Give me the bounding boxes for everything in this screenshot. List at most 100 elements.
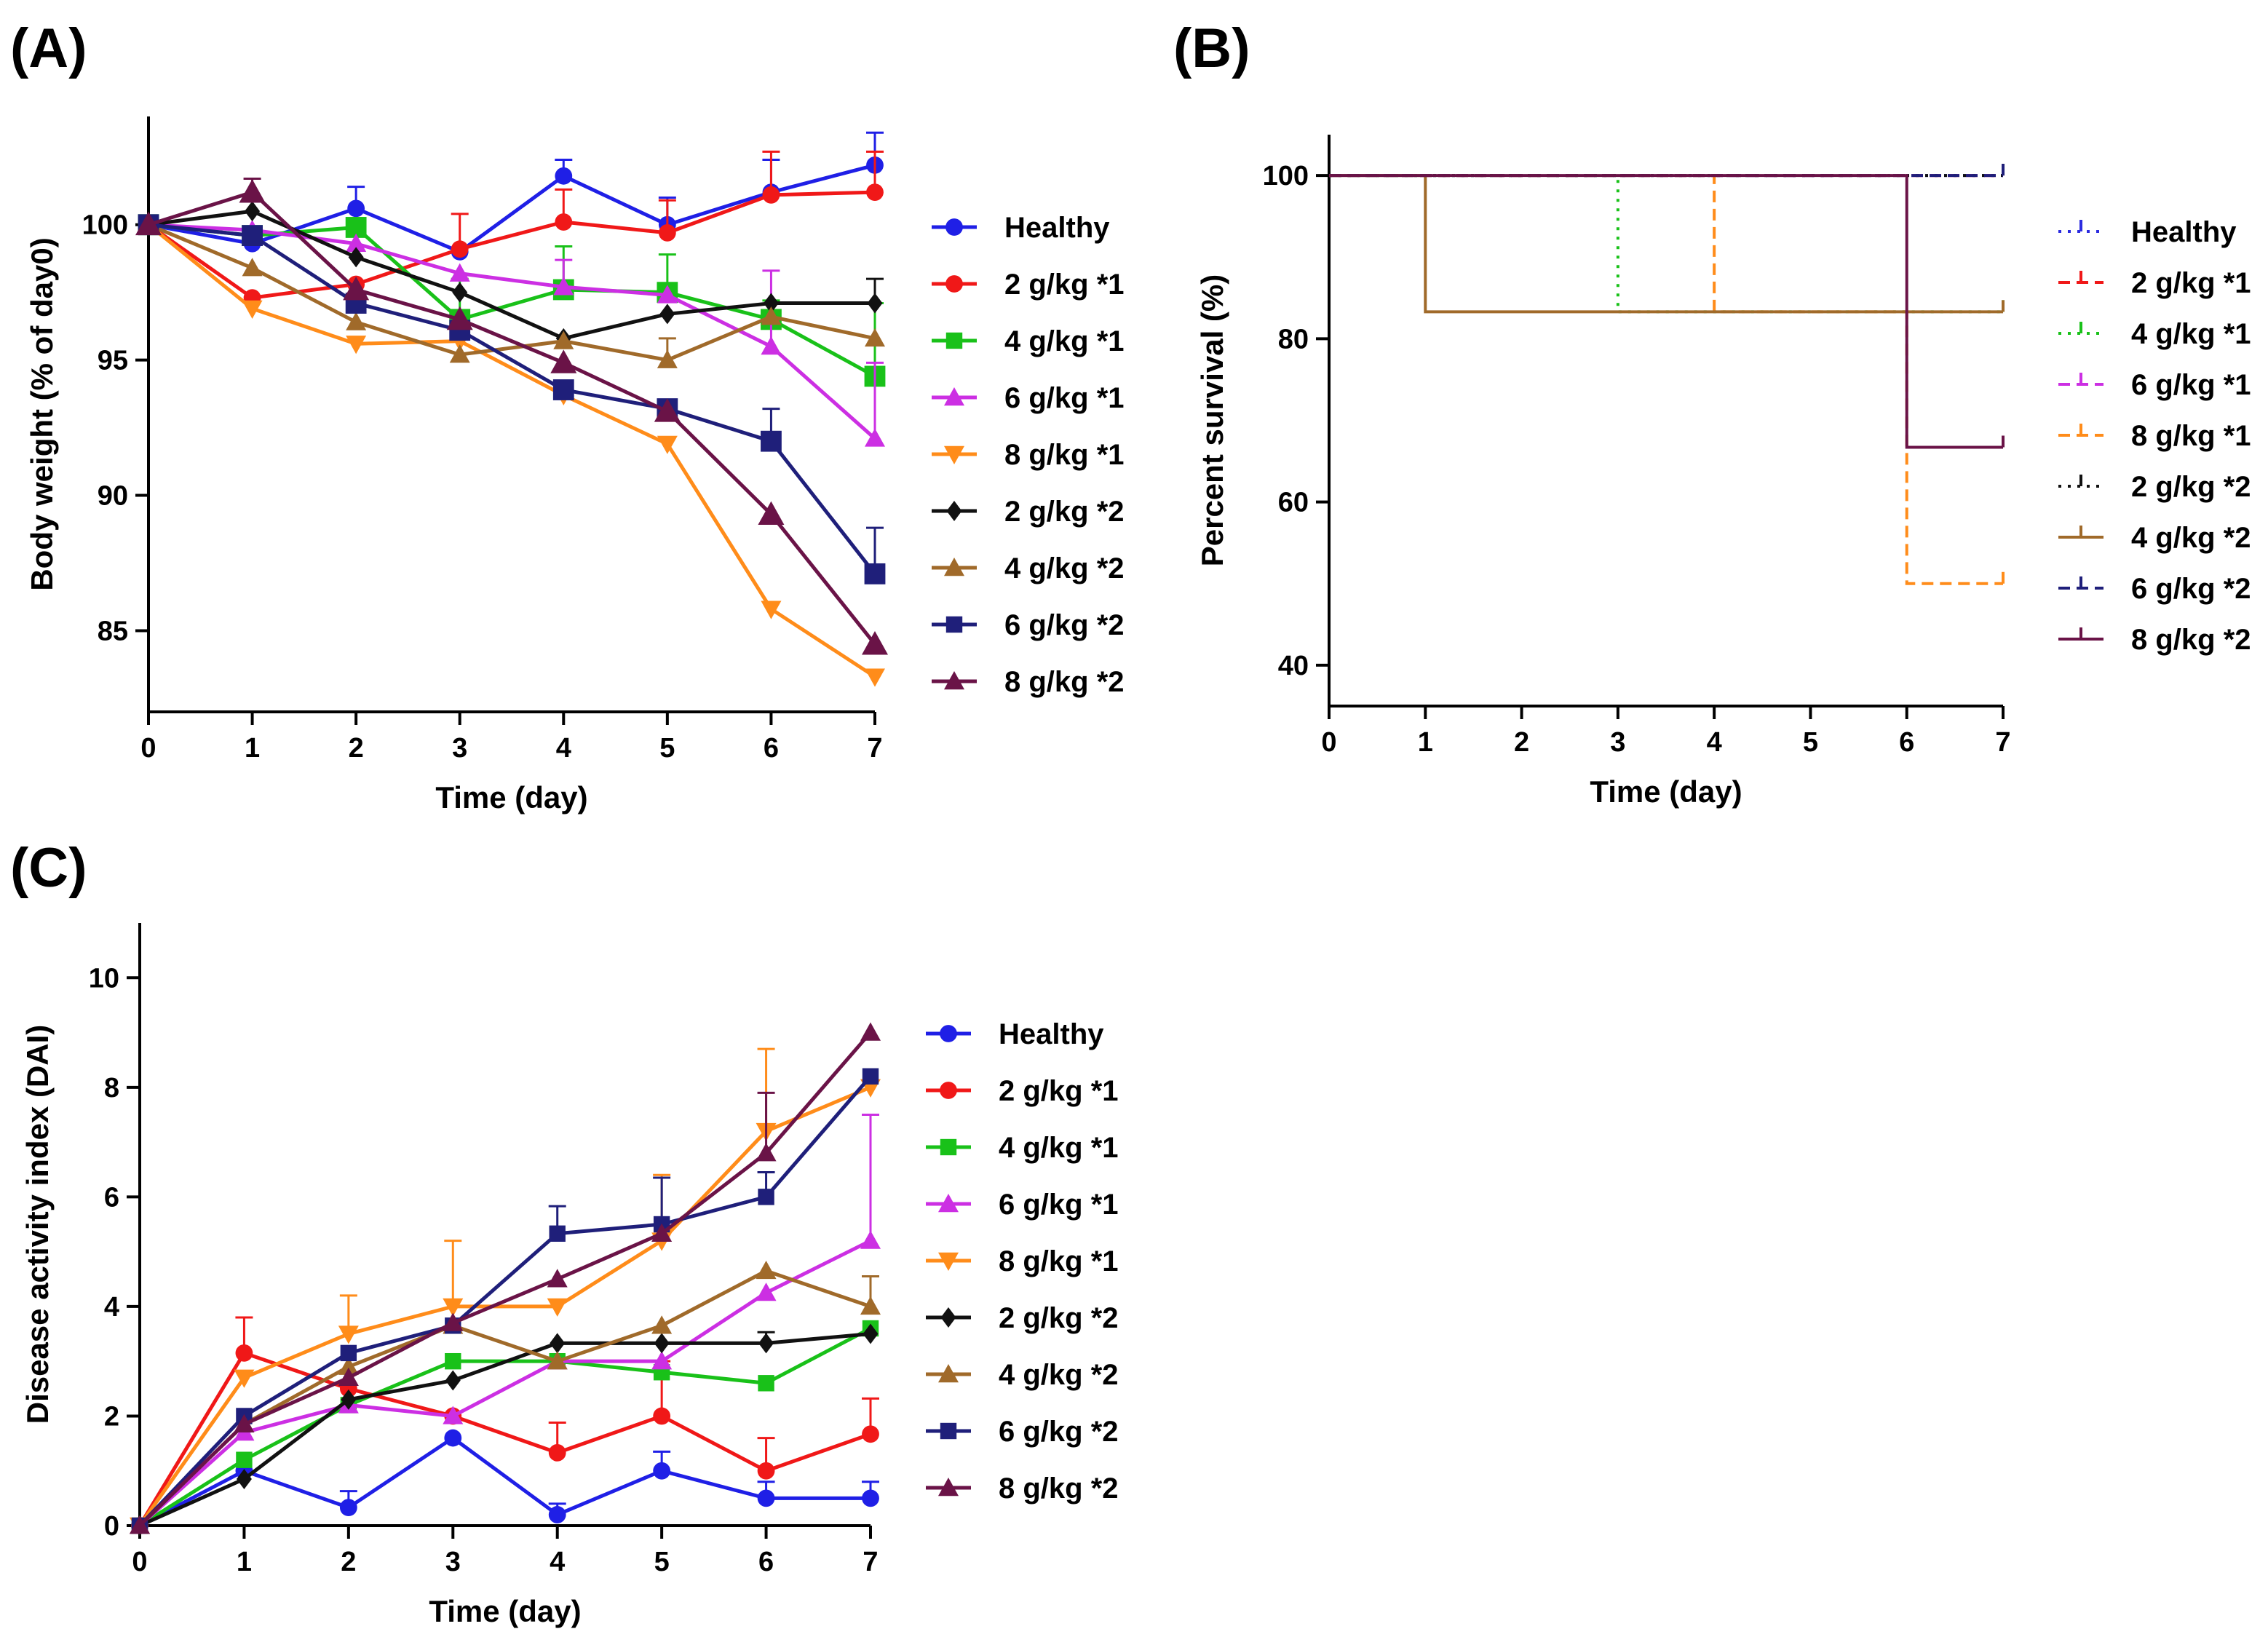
panel-b-series-healthy	[1329, 164, 2005, 178]
panel-a-legend-label: 4 g/kg *1	[1004, 325, 1125, 357]
panel-b-survival-line-4-g-kg-1	[1329, 174, 2003, 314]
panel-label-a: (A)	[10, 17, 87, 79]
panel-c-dai-chart: 0 1 2 3 4 5 6 7 0 2 4 6 8 10 Time (day) Disease activit…	[20, 923, 1119, 1628]
panel-c-legend: Healthy 2 g/kg *1 4 g/kg *1 6 g/kg *1 8 g/kg…	[926, 1018, 1119, 1505]
panel-b-legend-label: Healthy	[2131, 216, 2237, 248]
panel-c-plot-area	[130, 1022, 881, 1536]
panel-c-point-2-g-kg-2	[445, 1370, 461, 1391]
panel-a-legend-marker	[945, 332, 963, 349]
panel-c-point-2-g-kg-2	[550, 1333, 566, 1354]
panel-b-legend-label: 2 g/kg *1	[2131, 267, 2251, 299]
panel-b-legend-label: 8 g/kg *1	[2131, 420, 2251, 452]
panel-c-point-6-g-kg-1	[756, 1283, 777, 1301]
panel-a-x-tick-label: 4	[556, 733, 571, 764]
panel-a-point-4-g-kg-2	[449, 344, 470, 363]
panel-c-y-axis-title: Disease activity index (DAI)	[20, 1025, 55, 1424]
panel-c-point-2-g-kg-1	[757, 1462, 775, 1480]
panel-c-legend-marker	[940, 1138, 957, 1156]
panel-b-survival-line-8-g-kg-2	[1329, 174, 2003, 449]
panel-c-legend-marker	[938, 1252, 959, 1271]
panel-c-line-8-g-kg-1	[138, 1085, 871, 1527]
panel-c-point-4-g-kg-1	[758, 1375, 774, 1392]
panel-c-point-8-g-kg-2	[756, 1143, 777, 1162]
panel-b-y-tick-label: 40	[1278, 651, 1309, 681]
panel-a-legend-label: 8 g/kg *1	[1004, 439, 1125, 471]
panel-a-point-2-g-kg-2	[867, 293, 883, 314]
panel-a-x-axis-title: Time (day)	[435, 780, 587, 814]
panel-a-line-2-g-kg-1	[147, 190, 876, 300]
panel-b-y-axis-title: Percent survival (%)	[1195, 274, 1229, 567]
panel-c-line-6-g-kg-1	[138, 1239, 872, 1527]
panel-a-point-6-g-kg-2	[864, 563, 886, 584]
panel-b-legend-label: 6 g/kg *2	[2131, 573, 2251, 605]
panel-a-legend: Healthy 2 g/kg *1 4 g/kg *1 6 g/kg *1 8 g/kg…	[932, 212, 1125, 698]
panel-c-legend-label: 8 g/kg *2	[999, 1472, 1119, 1505]
panel-a-point-4-g-kg-2	[553, 330, 574, 349]
panel-c-legend-marker	[938, 1364, 959, 1383]
panel-a-point-8-g-kg-1	[761, 600, 782, 619]
panel-c-point-2-g-kg-1	[653, 1407, 671, 1425]
panel-a-legend-marker	[945, 275, 963, 293]
panel-a-point-2-g-kg-1	[762, 186, 780, 204]
panel-a-point-6-g-kg-1	[449, 263, 470, 282]
panel-c-point-2-g-kg-1	[862, 1425, 879, 1443]
panel-a-point-2-g-kg-2	[348, 247, 364, 268]
panel-a-point-2-g-kg-2	[659, 304, 675, 325]
panel-b-series-6-g-kg-1	[1329, 164, 2005, 178]
panel-a-point-6-g-kg-1	[657, 285, 678, 304]
panel-b-series-6-g-kg-2	[1329, 164, 2005, 178]
panel-b-series-2-g-kg-1	[1329, 164, 2005, 178]
panel-c-line-2-g-kg-2	[138, 1332, 871, 1528]
panel-c-legend-item-healthy: Healthy	[926, 1018, 1104, 1050]
panel-b-legend-label: 4 g/kg *2	[2131, 522, 2251, 554]
panel-a-line-healthy	[148, 163, 876, 254]
panel-b-x-tick-label: 0	[1321, 727, 1336, 758]
panel-c-x-tick-label: 6	[758, 1547, 774, 1577]
panel-a-point-6-g-kg-1	[865, 428, 885, 447]
panel-b-survival-line-8-g-kg-1	[1329, 174, 2003, 585]
panel-c-legend-label: 4 g/kg *1	[999, 1132, 1119, 1164]
panel-a-x-tick-label: 7	[867, 733, 882, 764]
panel-c-line-8-g-kg-2	[138, 1031, 872, 1527]
panel-a-legend-item-2-g-kg-1: 2 g/kg *1	[932, 269, 1125, 301]
panel-a-legend-item-4-g-kg-1: 4 g/kg *1	[932, 325, 1125, 357]
panel-b-legend-item-2-g-kg-2: 2 g/kg *2	[2058, 471, 2251, 503]
panel-c-x-tick-label: 7	[863, 1547, 878, 1577]
panel-c-point-6-g-kg-1	[443, 1406, 464, 1424]
panel-a-line-2-g-kg-2	[148, 209, 875, 341]
panel-c-point-8-g-kg-1	[338, 1325, 359, 1344]
panel-a-point-2-g-kg-2	[763, 293, 779, 314]
panel-a-point-8-g-kg-2	[862, 631, 888, 655]
panel-c-point-healthy	[862, 1489, 879, 1507]
panel-c-legend-item-4-g-kg-2: 4 g/kg *2	[926, 1359, 1119, 1391]
panel-a-point-2-g-kg-2	[245, 201, 261, 222]
panel-c-point-4-g-kg-2	[338, 1356, 359, 1375]
panel-c-legend-item-6-g-kg-1: 6 g/kg *1	[926, 1189, 1119, 1221]
panel-c-y-tick-label: 6	[104, 1182, 119, 1213]
panel-a-legend-marker	[945, 616, 963, 633]
panel-a-legend-label: 2 g/kg *1	[1004, 269, 1125, 301]
panel-b-legend-label: 2 g/kg *2	[2131, 471, 2251, 503]
panel-a-point-8-g-kg-2	[135, 211, 162, 236]
panel-c-point-healthy	[757, 1489, 775, 1507]
panel-b-legend-label: 4 g/kg *1	[2131, 318, 2251, 350]
panel-c-point-4-g-kg-2	[547, 1351, 568, 1370]
panel-c-legend-item-2-g-kg-2: 2 g/kg *2	[926, 1302, 1119, 1334]
panel-a-x-tick-label: 5	[659, 733, 675, 764]
panel-c-point-6-g-kg-2	[549, 1225, 566, 1242]
panel-c-legend-label: 6 g/kg *1	[999, 1189, 1119, 1221]
panel-c-legend-item-6-g-kg-2: 6 g/kg *2	[926, 1416, 1119, 1448]
panel-c-legend-label: 6 g/kg *2	[999, 1416, 1119, 1448]
panel-b-legend-item-2-g-kg-1: 2 g/kg *1	[2058, 267, 2251, 299]
panel-a-legend-item-6-g-kg-1: 6 g/kg *1	[932, 382, 1125, 414]
panel-b-legend-item-8-g-kg-1: 8 g/kg *1	[2058, 420, 2251, 452]
panel-c-x-tick-label: 4	[550, 1547, 565, 1577]
panel-a-legend-label: Healthy	[1004, 212, 1110, 244]
panel-a-point-2-g-kg-1	[658, 223, 676, 242]
panel-c-legend-marker	[940, 1422, 957, 1440]
panel-c-series-8-g-kg-1	[130, 1047, 881, 1536]
panel-c-line-4-g-kg-2	[138, 1269, 871, 1527]
panel-c-point-healthy	[653, 1462, 671, 1480]
panel-a-x-tick-label: 6	[764, 733, 779, 764]
panel-a-legend-marker	[945, 218, 963, 236]
